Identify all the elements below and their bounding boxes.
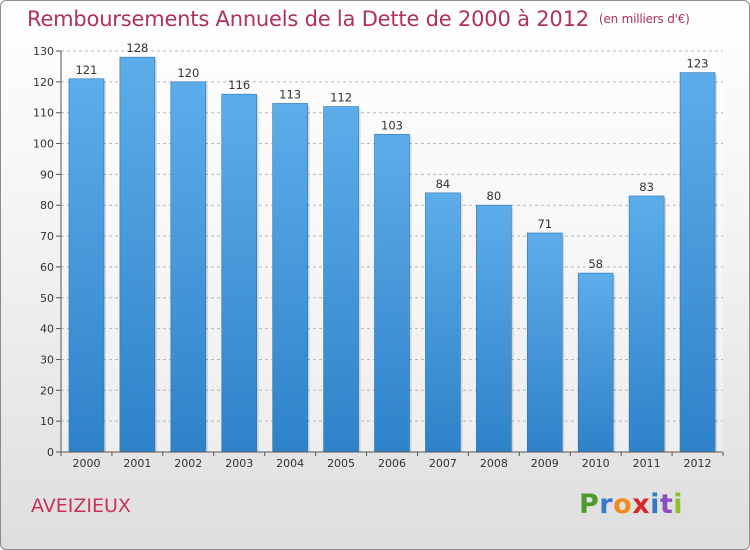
bar [476, 204, 512, 453]
y-tick-label: 10 [40, 415, 54, 428]
bar [119, 56, 156, 453]
bar [221, 93, 258, 453]
x-tick-label: 2010 [582, 457, 610, 470]
y-tick-label: 0 [47, 446, 54, 459]
bar [323, 106, 359, 453]
x-tick-label: 2002 [174, 457, 202, 470]
y-tick-label: 90 [40, 168, 54, 181]
x-tick-label: 2004 [276, 457, 304, 470]
y-tick-label: 60 [40, 261, 54, 274]
bar [628, 195, 665, 453]
bar [425, 192, 461, 453]
proxiti-logo: Proxiti [579, 489, 683, 520]
y-tick-label: 50 [40, 292, 54, 305]
value-label: 121 [75, 63, 97, 77]
x-tick-label: 2005 [327, 457, 355, 470]
unit-note: (en milliers d'€) [598, 12, 690, 26]
bar [68, 78, 105, 453]
x-tick-label: 2009 [531, 457, 559, 470]
commune-name: AVEIZIEUX [31, 495, 131, 517]
logo-letter: x [632, 489, 651, 520]
value-label: 84 [436, 177, 451, 191]
chart-title-text: Remboursements Annuels de la Dette de 20… [27, 7, 589, 31]
y-tick-label: 20 [40, 384, 54, 397]
value-label: 116 [228, 78, 250, 92]
logo-letter: t [659, 489, 674, 520]
x-tick-label: 2006 [378, 457, 406, 470]
value-label: 120 [177, 66, 199, 80]
y-tick-label: 100 [33, 138, 54, 151]
x-tick-label: 2008 [480, 457, 508, 470]
chart-title: Remboursements Annuels de la Dette de 20… [27, 7, 690, 31]
value-label: 103 [381, 118, 403, 132]
value-label: 80 [487, 189, 502, 203]
logo-letter: P [579, 489, 600, 520]
bar [170, 81, 207, 453]
y-tick-label: 30 [40, 353, 54, 366]
y-tick-label: 130 [33, 45, 54, 58]
logo-letter: o [613, 489, 633, 520]
bar [577, 272, 614, 453]
y-tick-label: 70 [40, 230, 54, 243]
value-label: 83 [639, 180, 654, 194]
value-label: 112 [330, 91, 352, 105]
value-label: 58 [588, 257, 603, 271]
logo-letter: r [599, 489, 614, 520]
value-label: 113 [279, 87, 301, 101]
value-label: 71 [537, 217, 552, 231]
logo-letter: i [650, 489, 660, 520]
bar [272, 103, 308, 453]
x-tick-label: 2007 [429, 457, 457, 470]
x-tick-label: 2012 [684, 457, 712, 470]
x-tick-label: 2011 [633, 457, 661, 470]
bar [679, 72, 716, 453]
bar [374, 133, 410, 453]
x-tick-label: 2001 [123, 457, 151, 470]
x-tick-label: 2003 [225, 457, 253, 470]
bar [526, 232, 563, 453]
x-tick-label: 2000 [72, 457, 100, 470]
y-tick-label: 80 [40, 199, 54, 212]
y-tick-label: 120 [33, 76, 54, 89]
y-tick-label: 110 [33, 107, 54, 120]
value-label: 128 [126, 41, 148, 55]
y-tick-label: 40 [40, 323, 54, 336]
value-label: 123 [687, 57, 709, 71]
logo-letter: i [673, 489, 684, 520]
